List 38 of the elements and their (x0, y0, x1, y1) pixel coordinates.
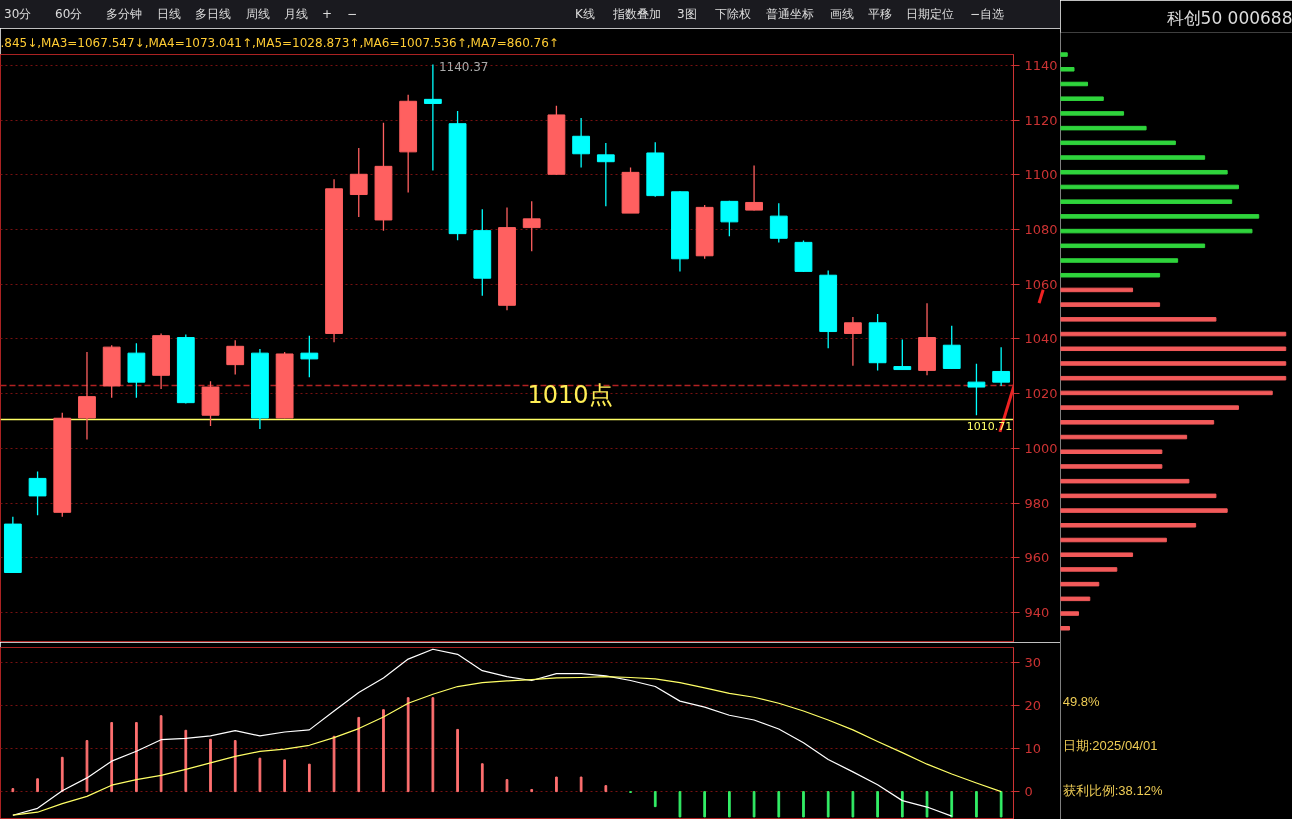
y-tick-label: 1060 (1024, 276, 1058, 292)
y-tick-label: 30 (1024, 655, 1042, 671)
chart-title: 科创50 000688 (1166, 7, 1292, 28)
y-tick-label: 10 (1024, 741, 1042, 757)
y-tick-label: 960 (1024, 550, 1050, 566)
text: 日期:2025/04/01 (1062, 738, 1158, 754)
text: 月线 (284, 6, 308, 23)
text: 普通坐标 (766, 6, 814, 23)
text: 60分 (55, 6, 83, 23)
text: 平移 (868, 6, 892, 23)
text: K线 (575, 6, 595, 23)
text: + (322, 6, 333, 23)
text: −自选 (970, 6, 1005, 23)
text: 日期定位 (906, 6, 954, 23)
text: 多日线 (195, 6, 231, 23)
text: 49.8% (1062, 694, 1101, 710)
text: 3图 (677, 6, 697, 23)
annotation: 1010点 (527, 381, 613, 410)
text: 日线 (157, 6, 181, 23)
text: 多分钟 (106, 6, 142, 23)
y-tick-label: 1120 (1024, 112, 1058, 128)
y-tick-label: 1080 (1024, 222, 1058, 238)
y-tick-label: 1140 (1024, 57, 1058, 73)
y-tick-label: 980 (1024, 495, 1050, 511)
y-tick-label: 0 (1024, 784, 1033, 800)
text: 下除权 (715, 6, 751, 23)
text: − (347, 6, 358, 23)
text: 获利比例:38.12% (1062, 782, 1163, 798)
y-tick-label: 940 (1024, 604, 1050, 620)
y-tick-label: 1000 (1024, 440, 1058, 456)
text: 30分 (4, 6, 32, 23)
y-tick-label: 1100 (1024, 167, 1058, 183)
text: 周线 (246, 6, 270, 23)
text: 指数叠加 (613, 6, 661, 23)
y-tick-label: 20 (1024, 698, 1042, 714)
text: 画线 (830, 6, 854, 23)
text: 1140.37 (438, 60, 489, 75)
chart-subtitle: .845↓,MA3=1067.547↓,MA4=1073.041↑,MA5=1028.873↑,MA6=1007.536↑,MA7=860.76↑ (0, 35, 559, 50)
